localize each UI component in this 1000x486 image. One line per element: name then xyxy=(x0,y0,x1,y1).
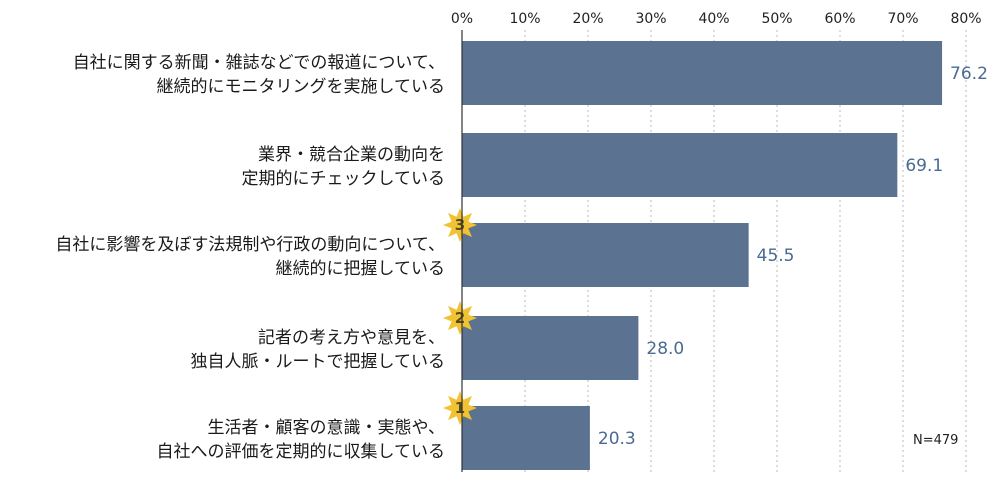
value-label: 28.0 xyxy=(646,339,684,359)
rank-star-icon xyxy=(443,301,477,335)
value-label: 69.1 xyxy=(905,156,943,176)
value-label: 20.3 xyxy=(598,429,636,449)
x-axis-ticks: 0% 10% 20% 30% 40% 50% 60% 70% 80% xyxy=(451,11,982,27)
category-label: 継続的に把握している xyxy=(276,259,446,279)
category-label: 生活者・顧客の意識・実態や、 xyxy=(208,418,446,438)
value-label: 76.2 xyxy=(950,64,988,84)
rank-badges: 3 2 1 xyxy=(443,208,477,425)
x-tick-label: 80% xyxy=(950,11,981,27)
sample-size-note: N=479 xyxy=(913,433,958,448)
category-label: 自社に影響を及ぼす法規制や行政の動向について、 xyxy=(55,235,445,255)
category-label: 自社に関する新聞・雑誌などでの報道について、 xyxy=(73,53,445,73)
category-label: 記者の考え方や意見を、 xyxy=(258,328,445,348)
x-tick-label: 50% xyxy=(761,11,792,27)
x-tick-label: 0% xyxy=(451,11,473,27)
category-labels: 自社に関する新聞・雑誌などでの報道について、継続的にモニタリングを実施している業… xyxy=(55,53,445,462)
bar xyxy=(462,223,749,287)
value-labels: 76.2 69.1 45.5 28.0 20.3 xyxy=(598,64,988,449)
category-label: 独自人脈・ルートで把握している xyxy=(191,352,446,372)
rank-number: 1 xyxy=(455,399,465,417)
bar xyxy=(462,316,639,380)
bar xyxy=(462,41,943,105)
bar xyxy=(462,406,590,470)
rank-number: 3 xyxy=(455,216,465,234)
rank-star-icon xyxy=(443,391,477,425)
rank-star-icon xyxy=(443,208,477,242)
x-tick-label: 30% xyxy=(635,11,666,27)
category-label: 継続的にモニタリングを実施している xyxy=(157,77,446,97)
x-tick-label: 20% xyxy=(572,11,603,27)
category-label: 自社への評価を定期的に収集している xyxy=(157,442,446,462)
x-tick-label: 60% xyxy=(824,11,855,27)
bar xyxy=(462,133,898,197)
category-label: 定期的にチェックしている xyxy=(242,169,446,189)
x-tick-label: 70% xyxy=(887,11,918,27)
x-tick-label: 40% xyxy=(698,11,729,27)
category-label: 業界・競合企業の動向を xyxy=(258,145,445,165)
rank-number: 2 xyxy=(455,309,465,327)
bars xyxy=(462,41,943,470)
x-tick-label: 10% xyxy=(509,11,540,27)
value-label: 45.5 xyxy=(757,246,795,266)
